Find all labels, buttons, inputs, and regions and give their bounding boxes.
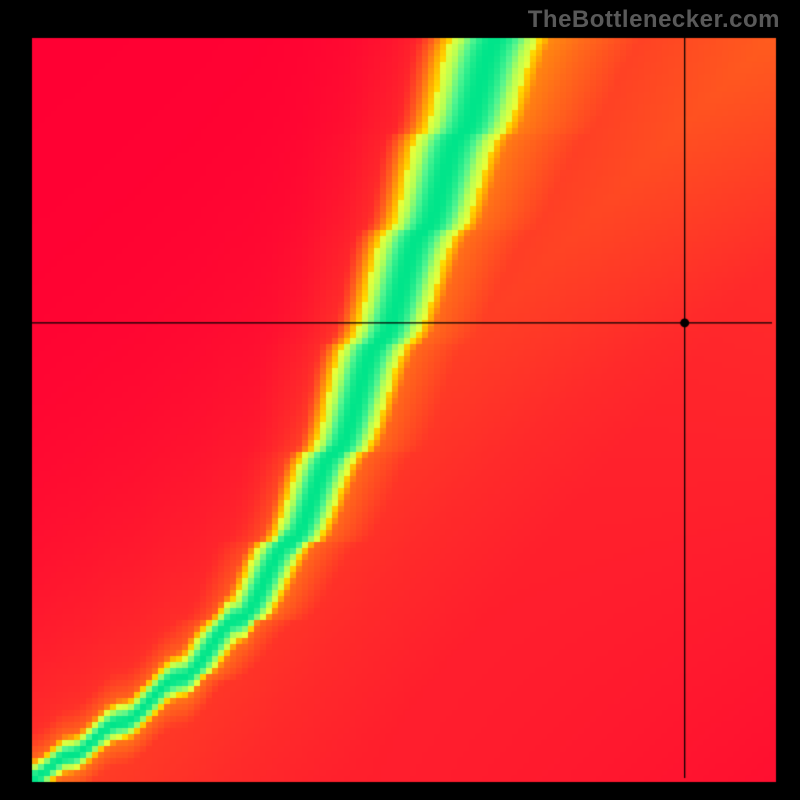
bottleneck-heatmap [0, 0, 800, 800]
watermark-text: TheBottlenecker.com [528, 6, 780, 34]
